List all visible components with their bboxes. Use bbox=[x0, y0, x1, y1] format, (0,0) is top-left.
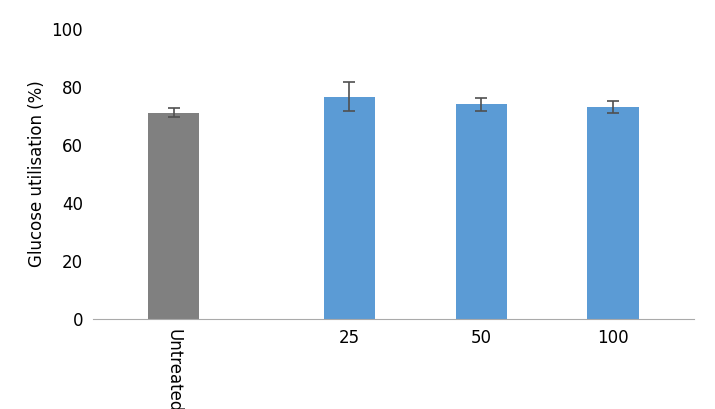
Bar bbox=[324, 97, 375, 319]
Bar bbox=[455, 104, 507, 319]
Bar bbox=[587, 107, 638, 319]
Y-axis label: Glucose utilisation (%): Glucose utilisation (%) bbox=[28, 81, 46, 267]
Bar bbox=[148, 113, 199, 319]
